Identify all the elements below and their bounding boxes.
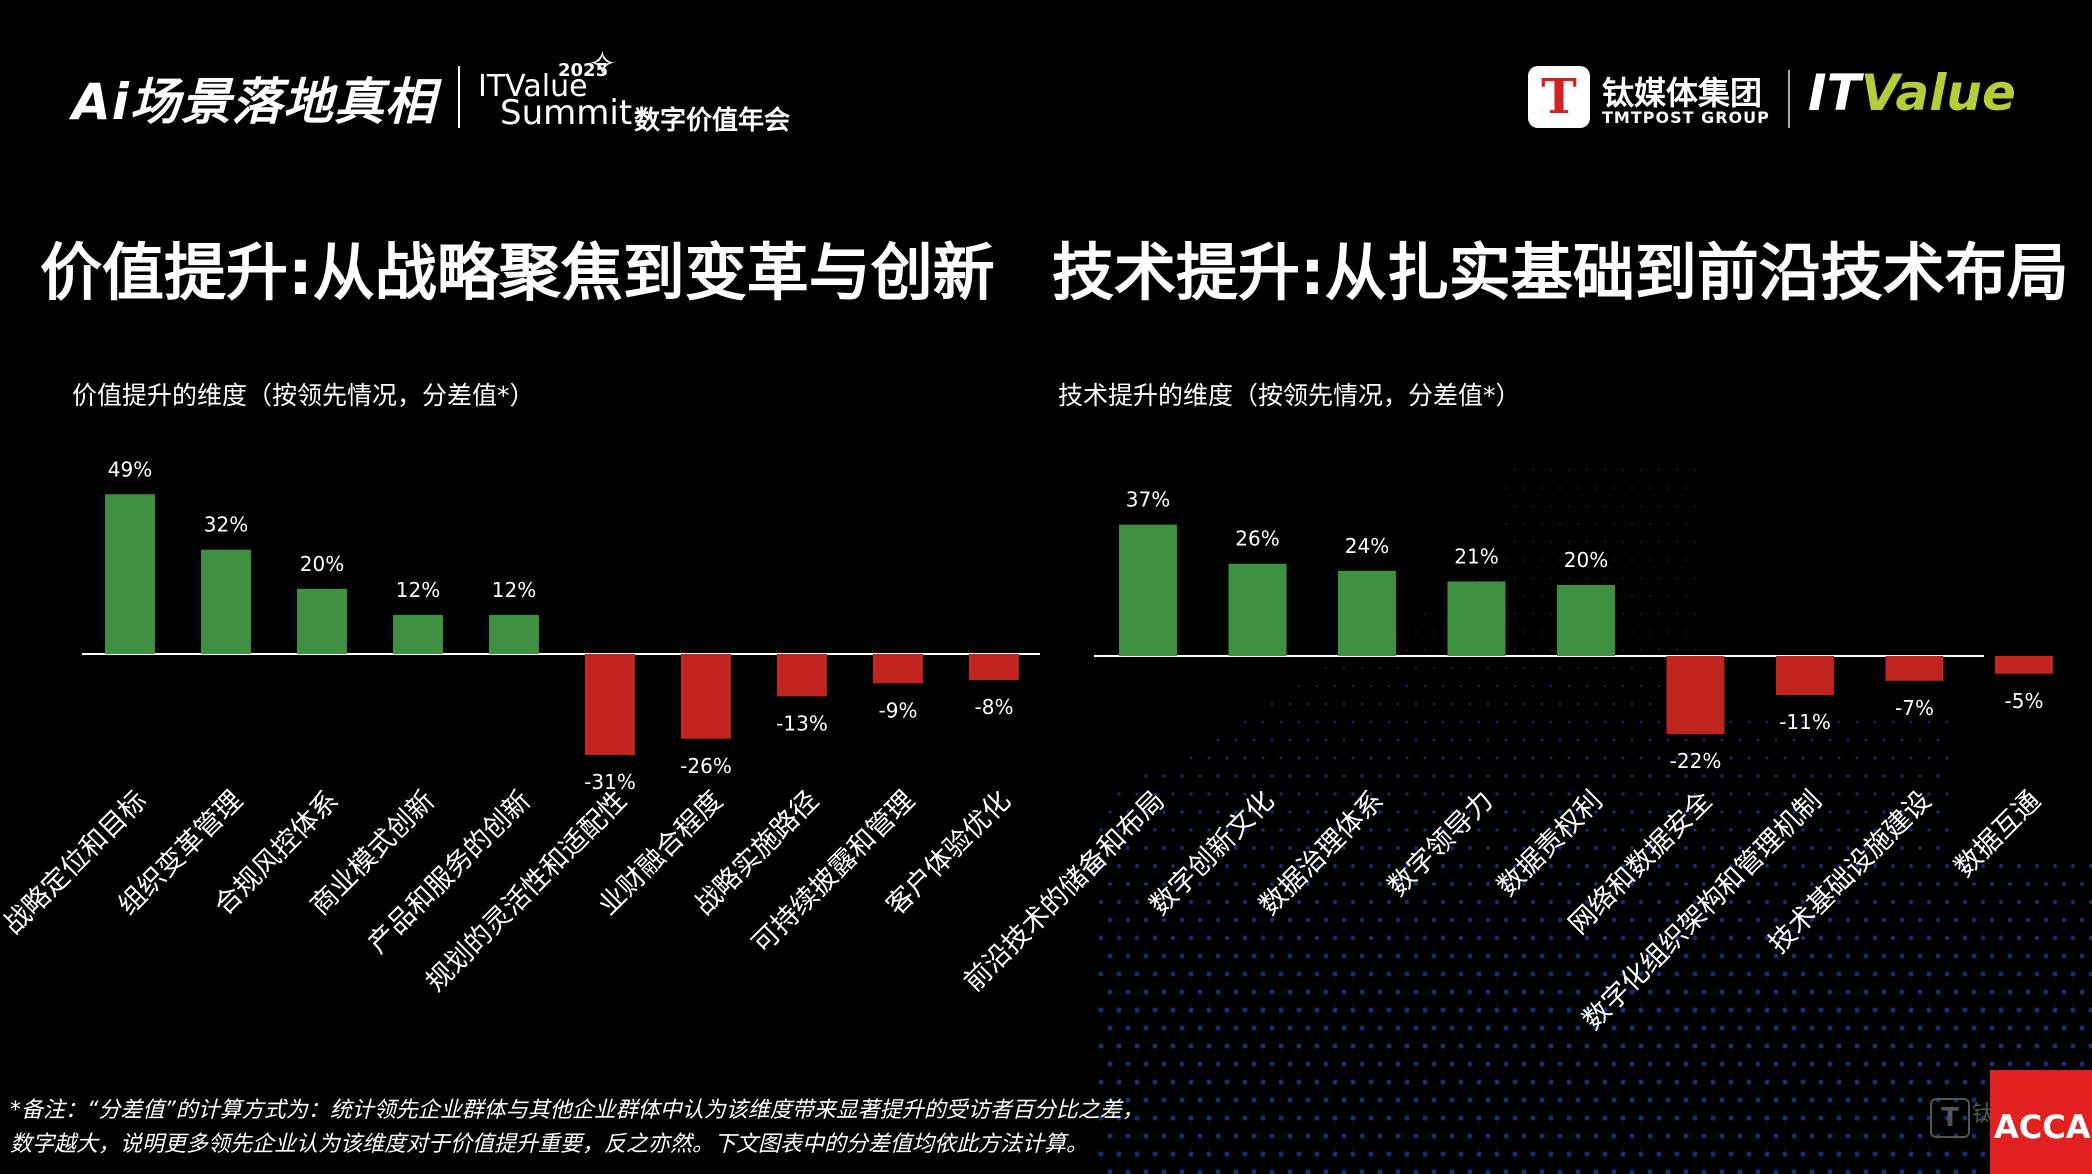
left-bar — [393, 614, 443, 654]
left-category-label: 可持续披露和管理 — [746, 785, 921, 960]
left-data-label: 49% — [108, 457, 152, 481]
tmtpost-cn-name: 钛媒体集团 — [1602, 74, 1763, 112]
footnote-line-1: *备注：“分差值”的计算方式为：统计领先企业群体与其他企业群体中认为该维度带来显… — [10, 1098, 1144, 1123]
right-bar — [1228, 563, 1287, 656]
itvalue-summit-logo: ✧ 2025 ITValue Summit 数字价值年会 — [478, 44, 818, 136]
right-bar-chart: 37%前沿技术的储备和布局26%数字创新文化24%数据治理体系21%数字领导力2… — [958, 488, 2053, 1036]
itvalue-logo-value: Value — [1860, 64, 2016, 122]
left-bar — [201, 549, 251, 654]
right-category-label: 数字领导力 — [1382, 785, 1499, 902]
right-data-label: -5% — [2005, 689, 2044, 713]
left-bar — [873, 654, 923, 684]
right-category-label: 数据责权利 — [1492, 785, 1609, 902]
summit-summit: Summit — [500, 93, 633, 133]
right-data-label: 37% — [1126, 488, 1170, 512]
left-bar — [297, 588, 347, 654]
right-chart-title: 技术提升的维度（按领先情况，分差值*） — [1058, 381, 1521, 410]
right-bar — [1557, 585, 1615, 656]
right-data-label: -22% — [1670, 749, 1722, 773]
summit-cn: 数字价值年会 — [634, 106, 791, 136]
left-data-label: -31% — [584, 770, 636, 794]
right-bar — [1447, 581, 1506, 656]
itvalue-logo: ITValue — [1808, 64, 2016, 122]
left-data-label: 12% — [396, 578, 440, 602]
right-bar — [1885, 656, 1944, 681]
footnote-line-2: 数字越大，说明更多领先企业认为该维度对于价值提升重要，反之亦然。下文图表中的分差… — [10, 1132, 1089, 1157]
left-category-label: 产品和服务的创新 — [362, 785, 537, 960]
right-bar — [1119, 524, 1177, 656]
tmtpost-en-name: TMTPOST GROUP — [1602, 108, 1770, 127]
left-data-label: 20% — [300, 552, 344, 576]
left-data-label: -26% — [680, 754, 732, 778]
left-data-label: 32% — [204, 513, 248, 537]
left-bar — [585, 654, 635, 756]
right-section-title: 技术提升:从扎实基础到前沿技术布局 — [1052, 236, 2069, 309]
right-bar — [1666, 656, 1725, 735]
itvalue-logo-it: IT — [1808, 64, 1861, 122]
left-bar — [489, 614, 539, 654]
left-chart-title: 价值提升的维度（按领先情况，分差值*） — [72, 381, 535, 410]
watermark-logo-icon: T — [1930, 1098, 1970, 1138]
acca-logo: ACCA — [1994, 1108, 2091, 1146]
summit-year: 2025 — [558, 60, 609, 81]
left-bar — [969, 654, 1019, 681]
brand-divider — [1788, 70, 1790, 128]
left-data-label: -13% — [776, 711, 828, 735]
left-data-label: 12% — [492, 578, 536, 602]
summit-itvalue: ITValue — [478, 69, 588, 104]
right-bar — [1995, 656, 2053, 674]
tmtpost-logo-icon: T — [1528, 66, 1590, 128]
left-bar — [681, 654, 731, 739]
left-bar-chart: 49%战略定位和目标32%组织变革管理20%合规风控体系12%商业模式创新12%… — [0, 457, 1040, 998]
left-bar — [105, 494, 155, 654]
right-data-label: -11% — [1779, 710, 1831, 734]
header-divider — [458, 66, 460, 128]
right-data-label: -7% — [1895, 696, 1934, 720]
left-data-label: -8% — [975, 695, 1014, 719]
star-icon: ✧ — [588, 44, 617, 84]
right-category-label: 数据互通 — [1949, 785, 2047, 883]
left-section-title: 价值提升:从战略聚焦到变革与创新 — [40, 236, 995, 309]
footnote: *备注：“分差值”的计算方式为：统计领先企业群体与其他企业群体中认为该维度带来显… — [10, 1094, 1144, 1162]
right-data-label: 24% — [1345, 534, 1389, 558]
right-bar — [1338, 570, 1396, 656]
right-data-label: 21% — [1454, 544, 1498, 568]
event-logo: Ai场景落地真相 — [72, 73, 436, 131]
right-data-label: 20% — [1564, 548, 1608, 572]
acca-badge — [1990, 1070, 2092, 1174]
header: Ai场景落地真相 ✧ 2025 ITValue Summit 数字价值年会 T … — [0, 0, 2092, 160]
right-bar — [1776, 656, 1834, 696]
left-data-label: -9% — [879, 698, 918, 722]
left-bar — [777, 654, 827, 697]
right-data-label: 26% — [1235, 527, 1279, 551]
